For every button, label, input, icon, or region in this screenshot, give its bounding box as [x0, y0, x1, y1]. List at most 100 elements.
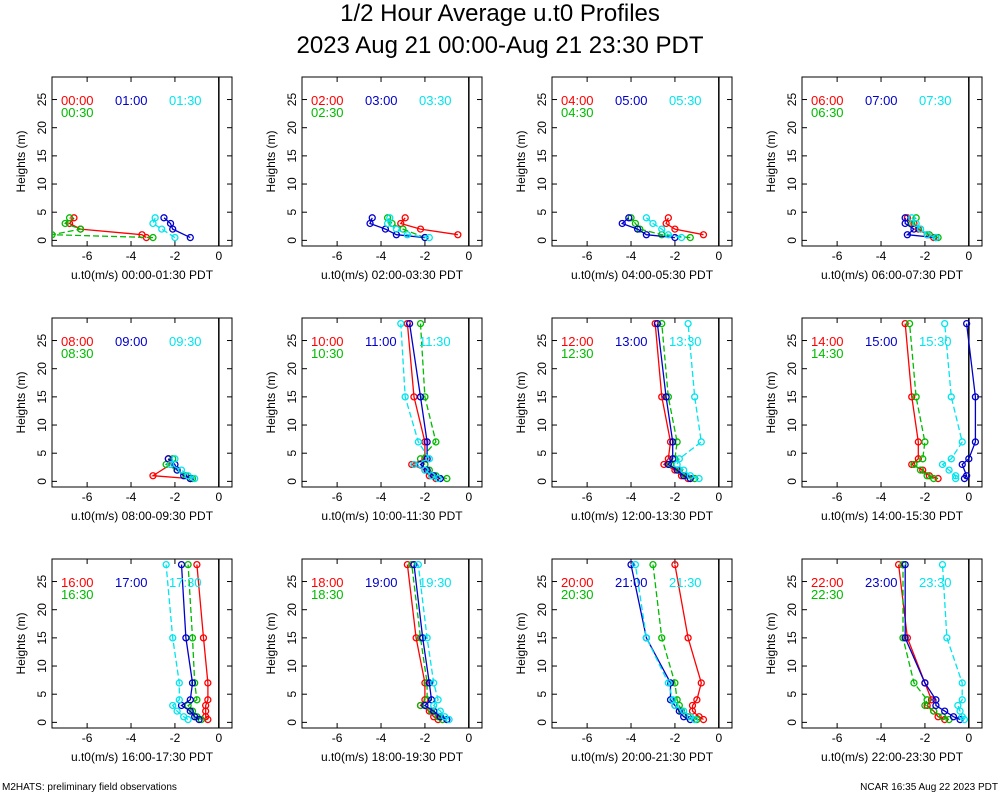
data-point	[677, 233, 686, 242]
data-point	[454, 231, 462, 239]
x-tick-label: -6	[832, 249, 843, 263]
panel-5: -6 -4 -2 0 0 5 10 15 20 25 Heights (m) u.t0(m/s) 08…	[14, 317, 233, 523]
data-point	[642, 634, 651, 642]
legend-label: 09:00	[115, 334, 148, 349]
x-axis-label: u.t0(m/s) 22:00-23:30 PDT	[821, 750, 964, 764]
data-point	[421, 393, 429, 401]
data-point	[669, 696, 677, 704]
y-axis-label: Heights (m)	[764, 130, 778, 192]
legend-label: 16:30	[61, 587, 94, 602]
y-tick-label: 0	[535, 237, 549, 244]
data-point	[180, 713, 188, 721]
x-tick-label: -2	[670, 490, 681, 504]
x-axis-label: u.t0(m/s) 20:00-21:30 PDT	[571, 750, 714, 764]
series-line	[911, 217, 937, 239]
y-tick-label: 15	[785, 390, 799, 404]
data-point	[193, 560, 201, 569]
data-point	[691, 393, 699, 401]
legend-label: 08:30	[61, 346, 94, 361]
x-tick-label: -4	[126, 731, 137, 745]
data-point	[927, 696, 936, 704]
y-tick-label: 20	[785, 603, 799, 617]
y-tick-label: 25	[535, 93, 549, 107]
x-tick-label: -2	[170, 249, 181, 263]
data-point	[421, 701, 429, 710]
data-point	[184, 472, 192, 480]
plot-frame	[551, 317, 733, 488]
legend-label: 14:30	[811, 346, 844, 361]
y-axis-label: Heights (m)	[514, 612, 528, 674]
x-tick-label: -6	[332, 731, 343, 745]
y-tick-label: 20	[285, 362, 299, 376]
y-axis-label: Heights (m)	[14, 612, 28, 674]
x-tick-label: -2	[670, 249, 681, 263]
legend-label: 09:30	[169, 334, 202, 349]
y-tick-label: 0	[35, 478, 49, 485]
data-point	[204, 679, 212, 687]
y-axis-label: Heights (m)	[264, 371, 278, 433]
data-point	[916, 225, 925, 233]
panel-6: -6 -4 -2 0 0 5 10 15 20 25 Heights (m) u.t0(m/s) 10…	[264, 317, 483, 523]
legend-label: 10:00	[311, 334, 344, 349]
panel-7: -6 -4 -2 0 0 5 10 15 20 25 Heights (m) u.t0(m/s) 12…	[514, 317, 733, 523]
data-point	[414, 560, 422, 569]
series-group	[894, 560, 969, 724]
data-point	[910, 679, 918, 687]
series-line	[904, 217, 936, 239]
series-line	[400, 323, 439, 480]
data-point	[151, 214, 159, 222]
y-tick-label: 15	[535, 390, 549, 404]
series-line	[68, 217, 147, 239]
series-line	[386, 217, 430, 239]
y-tick-label: 15	[535, 631, 549, 645]
y-tick-label: 20	[35, 121, 49, 135]
legend-label: 01:30	[169, 93, 202, 108]
legend-label: 13:30	[669, 334, 702, 349]
x-axis-label: u.t0(m/s) 08:00-09:30 PDT	[71, 509, 214, 523]
data-point	[410, 560, 418, 569]
legend-label: 02:30	[311, 105, 344, 120]
panel-1: -6 -4 -2 0 0 5 10 15 20 25 Heights (m) u.t0(m/s) 00…	[14, 76, 233, 282]
x-axis-label: u.t0(m/s) 00:00-01:30 PDT	[71, 268, 214, 282]
series-group	[366, 214, 462, 242]
y-tick-label: 15	[785, 149, 799, 163]
series-line	[908, 323, 934, 480]
y-tick-label: 10	[35, 659, 49, 673]
y-tick-label: 10	[535, 177, 549, 191]
y-tick-label: 15	[285, 390, 299, 404]
series-group	[162, 560, 212, 724]
x-axis-label: u.t0(m/s) 14:00-15:30 PDT	[821, 509, 964, 523]
footer-timestamp: NCAR 16:35 Aug 22 2023 PDT	[860, 782, 998, 793]
x-tick-label: -2	[170, 731, 181, 745]
data-point	[684, 634, 692, 642]
y-axis-label: Heights (m)	[264, 612, 278, 674]
data-point	[930, 474, 938, 483]
data-point	[901, 319, 909, 328]
plot-frame	[51, 558, 233, 729]
plot-frame	[301, 317, 483, 488]
x-tick-label: 0	[465, 249, 472, 263]
y-axis-label: Heights (m)	[264, 130, 278, 192]
legend-label: 18:00	[311, 575, 344, 590]
data-point	[686, 472, 694, 480]
legend-label: 08:00	[61, 334, 94, 349]
data-point	[649, 560, 657, 569]
legend-label: 11:00	[365, 334, 397, 349]
data-point	[671, 560, 679, 569]
data-point	[923, 696, 931, 704]
data-point	[921, 679, 929, 687]
x-tick-label: -4	[126, 490, 137, 504]
data-point	[653, 319, 662, 328]
series-group	[901, 214, 942, 242]
y-tick-label: 5	[35, 450, 49, 457]
data-point	[912, 393, 920, 401]
data-point	[947, 455, 955, 463]
legend-label: 16:00	[61, 575, 94, 590]
series-line	[169, 458, 195, 480]
data-point	[952, 472, 960, 480]
y-tick-label: 0	[35, 719, 49, 726]
data-point	[177, 560, 186, 569]
data-point	[962, 319, 971, 328]
legend-label: 07:30	[919, 93, 952, 108]
